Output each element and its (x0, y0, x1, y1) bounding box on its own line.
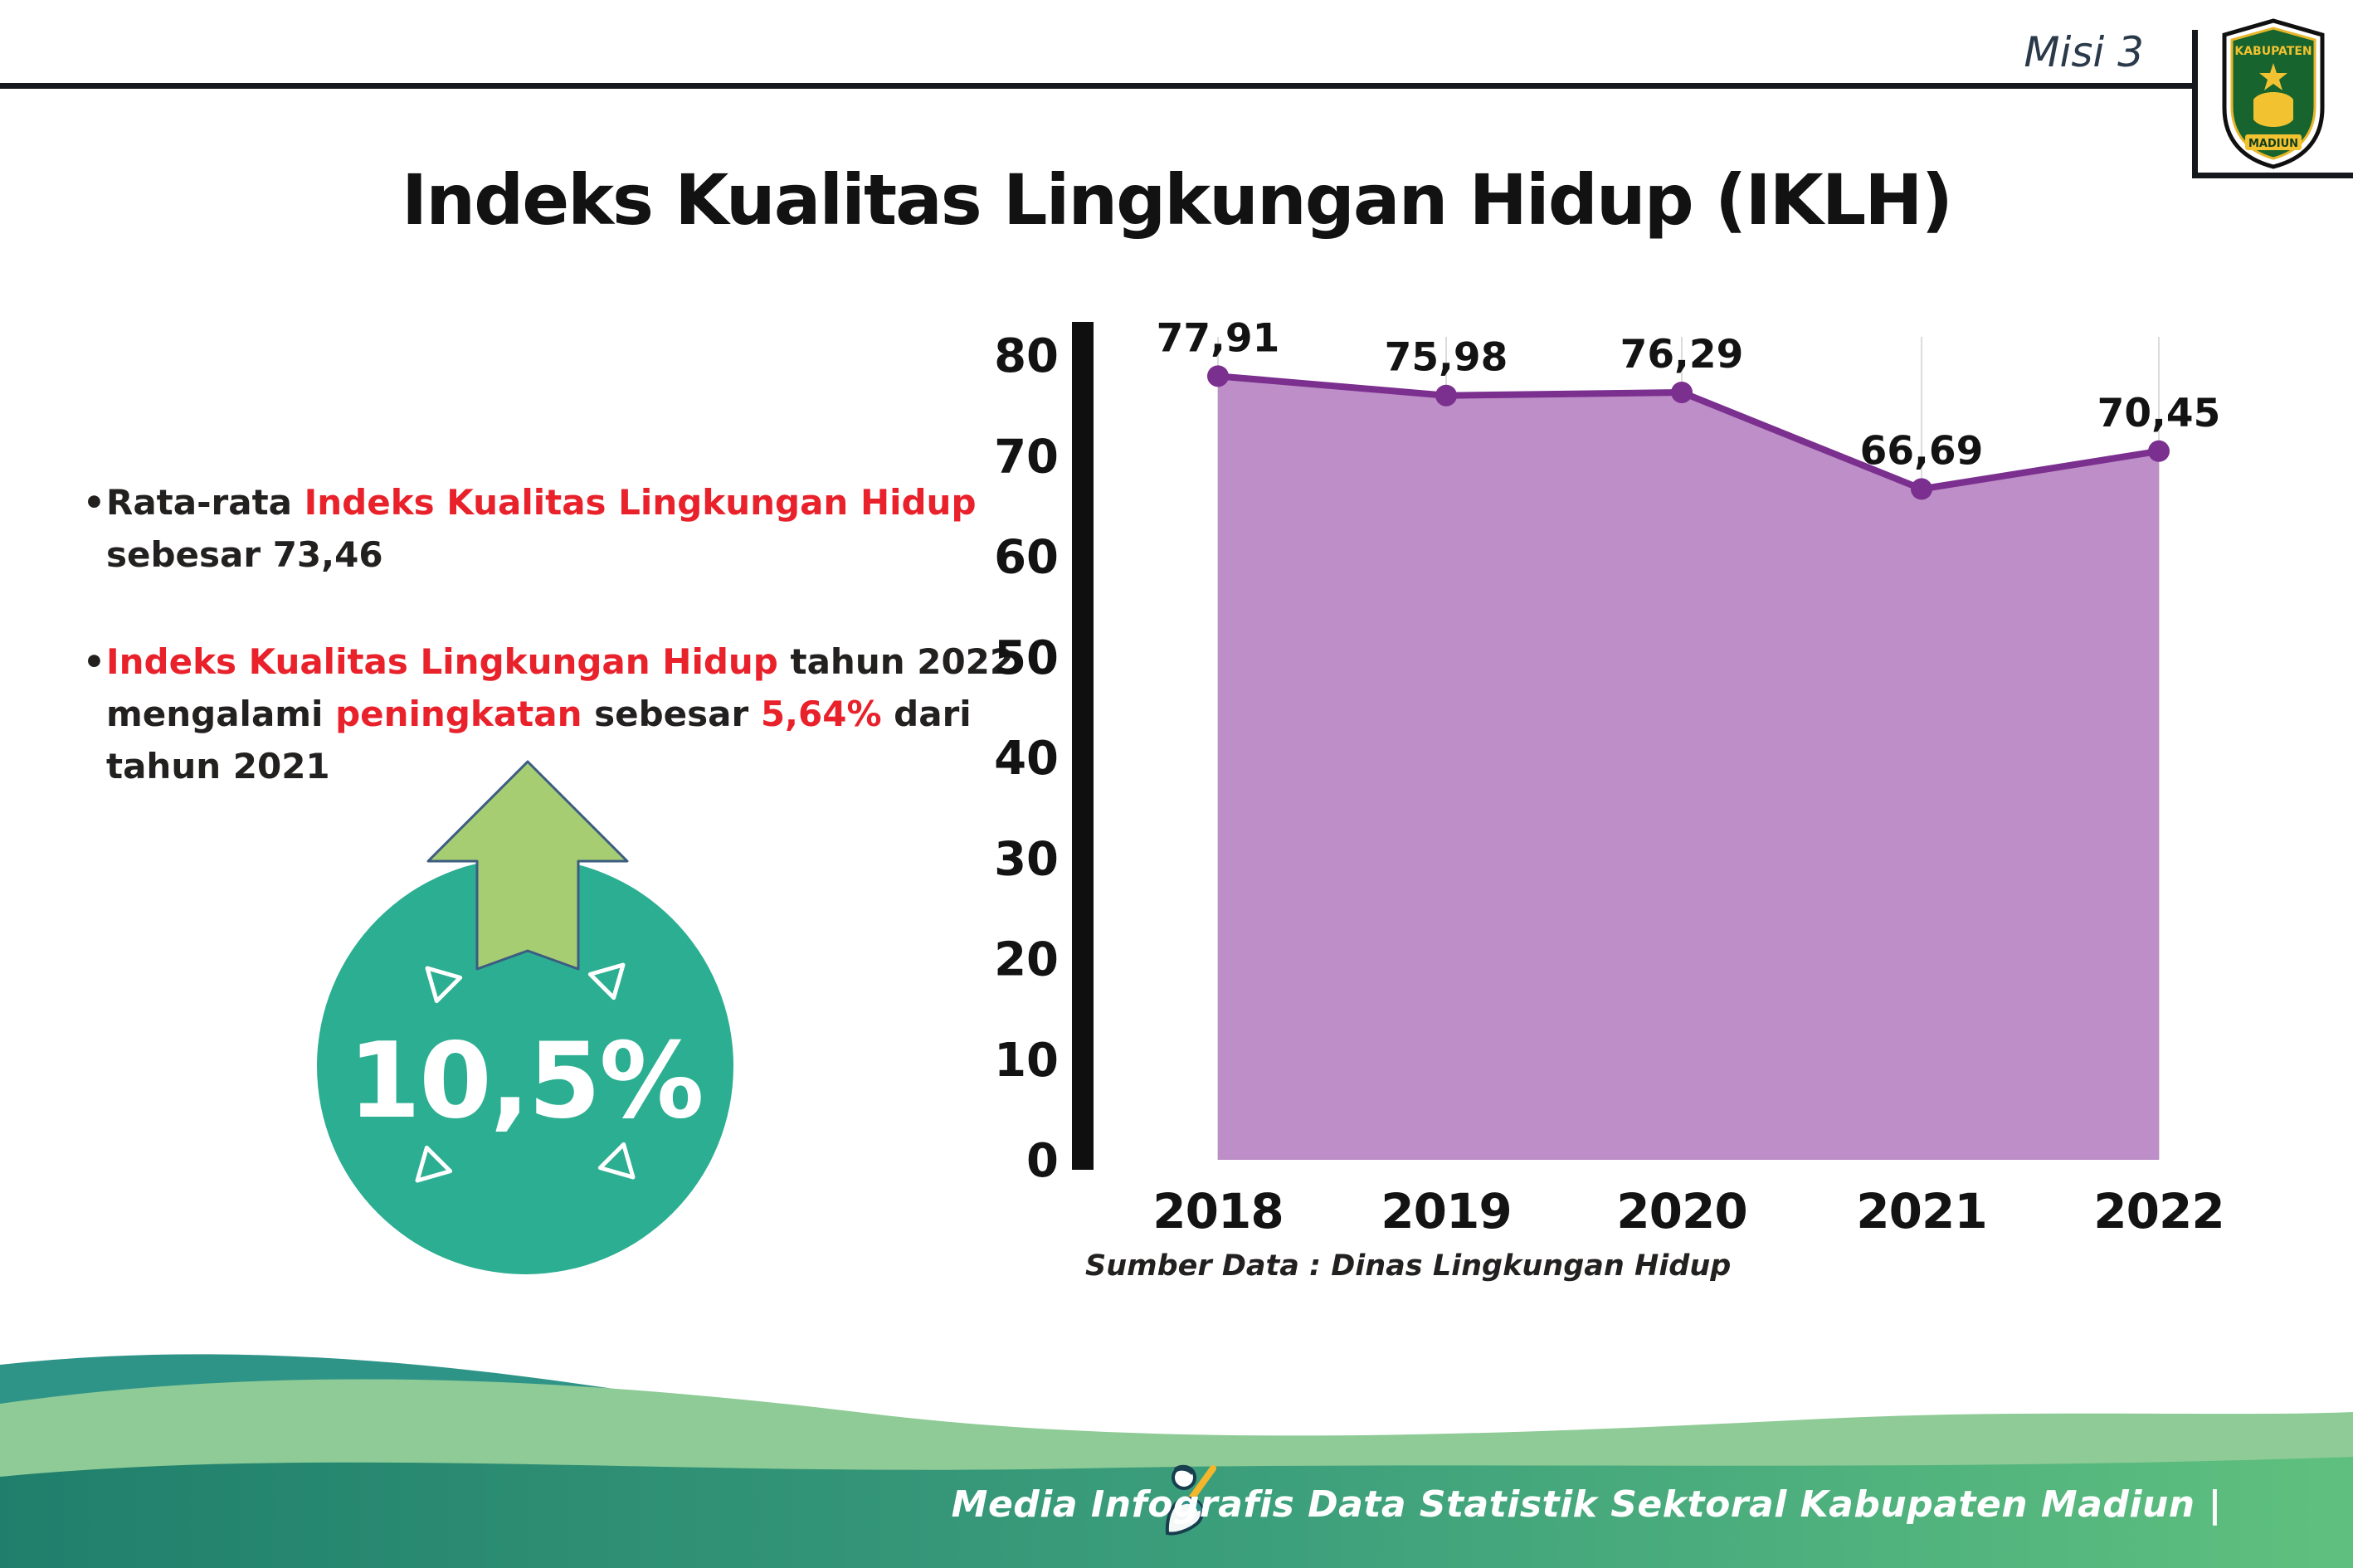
badge-triangle-icon (425, 966, 463, 1004)
kabupaten-madiun-logo: KABUPATEN MADIUN (2222, 18, 2325, 169)
bullet-dot: • (83, 641, 105, 682)
bullet-text: dari (881, 694, 972, 734)
y-tick-label: 50 (994, 631, 1059, 685)
y-tick-label: 60 (994, 531, 1059, 585)
area-fill (1218, 376, 2159, 1160)
data-point (1207, 365, 1229, 387)
data-point (1435, 384, 1457, 407)
badge-decorations (415, 962, 636, 1183)
bullet-average-iklh: • Rata-rata Indeks Kualitas Lingkungan Hi… (83, 476, 1054, 581)
logo-emblem (2253, 92, 2293, 127)
mascot-icon (1165, 1464, 1216, 1536)
y-tick-label: 30 (994, 832, 1059, 886)
logo-star-icon (2259, 63, 2287, 90)
bullet-text: mengalami (106, 694, 336, 734)
data-point (2148, 440, 2170, 462)
badge-triangle-icon (415, 1145, 453, 1183)
bullet-text: Rata-rata (106, 482, 304, 523)
bullet-dot: • (83, 482, 105, 523)
footer-credit: Media Infografis Data Statistik Sektoral… (951, 1483, 2222, 1526)
logo-frame-horizontal (2192, 173, 2353, 178)
data-point (1671, 381, 1693, 403)
bullet-text: sebesar 73,46 (106, 534, 383, 575)
logo-bottom-text: MADIUN (2248, 138, 2298, 150)
bullet-text-highlight: Indeks Kualitas Lingkungan Hidup (106, 641, 778, 682)
data-label: 77,91 (1157, 315, 1280, 361)
bullet-text: tahun 2021 (106, 746, 330, 786)
x-tick-label: 2022 (2093, 1183, 2224, 1239)
y-tick-label: 40 (994, 732, 1059, 786)
x-tick-label: 2020 (1616, 1183, 1746, 1239)
badge-value: 10,5% (348, 1019, 704, 1142)
bullet-text-highlight: peningkatan (335, 694, 582, 734)
x-tick-label: 2019 (1381, 1183, 1511, 1239)
misi-label: Misi 3 (2024, 28, 2144, 76)
increase-arrow-icon (426, 760, 629, 971)
data-label: 66,69 (1860, 428, 1984, 474)
iklh-area-chart: 0 10 20 30 40 50 60 70 80 77,91 75,98 76,29 66,69 70,… (994, 315, 2225, 1239)
badge-triangle-icon (597, 1142, 636, 1180)
bullet-text: sebesar (582, 694, 761, 734)
bullet-increase-2022: • Indeks Kualitas Lingkungan Hidup tahun … (83, 635, 1054, 792)
bullet-text: tahun 2022 (777, 641, 1015, 682)
summary-bullets: • Rata-rata Indeks Kualitas Lingkungan Hi… (83, 476, 1054, 847)
logo-frame-vertical (2192, 30, 2198, 178)
y-axis (1072, 322, 1094, 1170)
bullet-text-highlight: Indeks Kualitas Lingkungan Hidup (304, 482, 977, 523)
x-tick-label: 2018 (1152, 1183, 1283, 1239)
logo-top-text: KABUPATEN (2234, 45, 2312, 58)
y-tick-label: 70 (994, 430, 1059, 484)
page-title: Indeks Kualitas Lingkungan Hidup (IKLH) (402, 159, 1953, 241)
chart-source: Sumber Data : Dinas Lingkungan Hidup (1085, 1249, 1732, 1283)
data-label: 75,98 (1385, 335, 1508, 381)
badge-triangle-icon (587, 962, 626, 1001)
logo-banner (2245, 134, 2302, 150)
data-label: 70,45 (2097, 391, 2221, 436)
data-point (1911, 478, 1932, 500)
header-rule (0, 83, 2192, 89)
bullet-text-highlight: 5,64% (760, 694, 882, 734)
y-tick-label: 10 (994, 1034, 1059, 1088)
y-tick-label: 20 (994, 933, 1059, 987)
y-tick-label: 0 (1026, 1134, 1059, 1188)
data-label: 76,29 (1620, 332, 1744, 377)
y-tick-label: 80 (994, 329, 1059, 383)
x-tick-label: 2021 (1856, 1183, 1986, 1239)
